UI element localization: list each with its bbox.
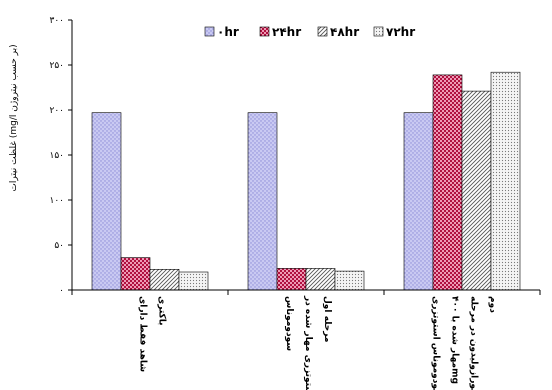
y-tick-label: ۲۵۰	[49, 61, 64, 71]
legend-swatch	[204, 26, 215, 37]
y-tick-label: ۳۰۰	[49, 16, 64, 26]
bar-2-2	[276, 268, 307, 291]
x-category-label: سودوموناس	[284, 296, 294, 351]
legend-label: ۷۲hr	[386, 25, 415, 39]
bar-1-1	[91, 112, 122, 291]
bar-4-1	[178, 271, 209, 291]
legend-swatch	[317, 26, 328, 37]
x-category-label: مرحله اول	[322, 296, 332, 342]
bar-1-3	[403, 112, 434, 291]
bar-1-2	[247, 112, 278, 291]
bar-2-3	[432, 74, 463, 291]
bar-4-2	[334, 270, 365, 291]
bar-2-1	[120, 257, 151, 291]
legend-label: ۲۴hr	[272, 25, 301, 39]
legend-label: ۴۸hr	[330, 25, 359, 39]
bar-3-1	[149, 268, 180, 291]
x-category-label: مهار شده با ۴۰۰mg	[450, 296, 460, 384]
y-tick-label: ۱۵۰	[49, 151, 64, 161]
x-category-label: شاهد فقط دارای	[138, 296, 148, 372]
x-category-label: استوتزری مهار شده در	[303, 295, 313, 390]
bar-4-3	[490, 71, 521, 291]
x-category-label: فورازولیدون در مرحله	[469, 296, 479, 390]
y-axis-label: غلظت نیترات (mg/l بر حسب نیتروژن)	[9, 44, 19, 191]
bar-3-3	[461, 90, 492, 291]
legend-swatch	[373, 26, 384, 37]
y-tick-label: ۲۰۰	[49, 106, 64, 116]
legend-label: ۰hr	[217, 25, 239, 39]
legend-swatch	[259, 26, 270, 37]
y-tick-label: ۵۰	[54, 241, 64, 251]
y-tick-label: ۰	[59, 286, 64, 296]
bar-3-2	[305, 268, 336, 291]
x-category-label: سودوموناس استوتزری	[431, 296, 441, 390]
y-tick-label: ۱۰۰	[49, 196, 64, 206]
x-category-label: دوم	[488, 296, 498, 313]
x-category-label: باکتری	[157, 296, 167, 326]
